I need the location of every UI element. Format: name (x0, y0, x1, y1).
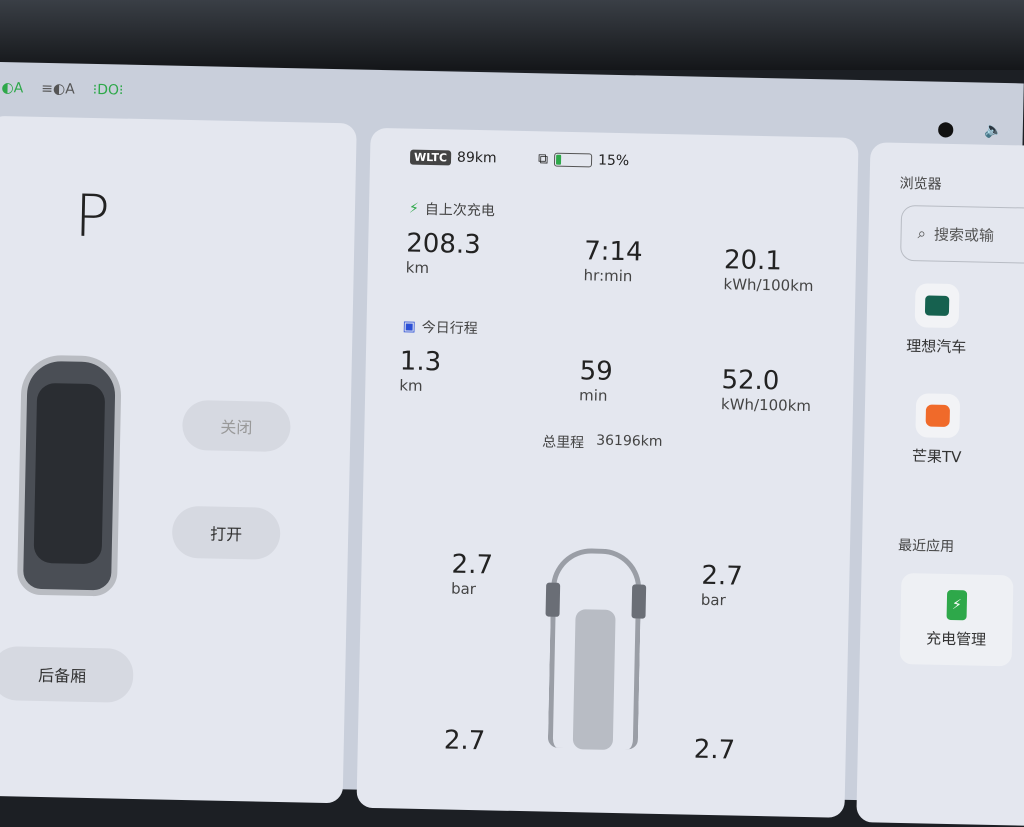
tire-unit: bar (700, 590, 726, 610)
trunk-button[interactable]: 后备厢 (0, 645, 134, 703)
calendar-icon: ▣ (402, 318, 416, 335)
battery-percent: 15% (597, 152, 630, 170)
app-label: 充电管理 (925, 629, 987, 649)
volume-icon[interactable]: 🔈 (983, 120, 1003, 140)
app-charging[interactable]: ⚡ 充电管理 (899, 572, 1014, 667)
today-distance: 1.3 (399, 346, 442, 378)
parking-light-icon: ⁝DO⁝ (92, 81, 124, 99)
vehicle-image (16, 354, 122, 597)
charging-icon: ⚡ (946, 589, 968, 621)
tire-rear-left: 2.7 (443, 725, 486, 757)
mangotv-icon (915, 393, 960, 439)
app-mangotv[interactable]: 芒果TV (912, 393, 963, 467)
screen-bezel (0, 0, 1024, 70)
tire-rear-right: 2.7 (693, 734, 736, 766)
tire-front-left: 2.7 (451, 549, 494, 581)
distance-unit: km (399, 376, 423, 395)
today-trip-title: 今日行程 (421, 319, 478, 338)
odometer-label: 总里程 (541, 434, 585, 452)
today-time: 59 (579, 356, 614, 387)
close-button[interactable]: 关闭 (181, 399, 291, 453)
browser-title: 浏览器 (899, 175, 942, 193)
time-unit: min (578, 386, 608, 405)
time-unit: hr:min (583, 266, 633, 286)
tire-unit: bar (450, 579, 477, 599)
since-charge-distance: 208.3 (405, 228, 482, 261)
battery-mode-icon: ⧉ (537, 151, 549, 168)
app-label: 理想汽车 (906, 337, 967, 357)
since-charge-title: 自上次充电 (424, 201, 495, 220)
search-placeholder: 搜索或输 (933, 225, 995, 245)
battery-bar (553, 152, 593, 168)
car-screen: ◐A ≡◐A ⁝DO⁝ ⬤ 🔈 P 关闭 打开 后备厢 WLTC 89km ⧉ … (0, 62, 1024, 827)
app-label: 芒果TV (911, 447, 962, 467)
consumption-unit: kWh/100km (723, 275, 814, 296)
gear-indicator: P (74, 181, 111, 251)
apps-panel: 浏览器 ⌕ 搜索或输 理想汽车 芒果TV 最近应用 ⚡ 充电管理 (856, 142, 1024, 827)
consumption-unit: kWh/100km (720, 395, 812, 416)
lightning-icon: ⚡ (408, 200, 420, 217)
auto-headlight-icon: ◐A (1, 80, 24, 97)
recent-title: 最近应用 (897, 537, 955, 556)
auto-highbeam-icon: ≡◐A (41, 80, 75, 98)
since-charge-time: 7:14 (583, 236, 643, 268)
tire-front-right: 2.7 (701, 560, 744, 592)
tire-diagram (545, 547, 647, 750)
search-input[interactable]: ⌕ 搜索或输 (900, 204, 1024, 265)
wltc-badge: WLTC (409, 149, 452, 165)
app-lixiang[interactable]: 理想汽车 (906, 283, 968, 357)
open-button[interactable]: 打开 (171, 505, 281, 560)
search-icon: ⌕ (917, 224, 927, 243)
distance-unit: km (405, 258, 430, 278)
wltc-range: 89km (456, 149, 497, 167)
since-charge-consumption: 20.1 (723, 245, 783, 277)
today-consumption: 52.0 (721, 365, 780, 397)
trip-panel: WLTC 89km ⧉ 15% ⚡ 自上次充电 208.3 km 7:14 hr:mi… (356, 127, 859, 818)
odometer-value: 36196km (596, 432, 663, 450)
location-icon[interactable]: ⬤ (937, 119, 955, 138)
lixiang-icon (914, 283, 960, 329)
vehicle-panel: P 关闭 打开 后备厢 (0, 115, 357, 804)
